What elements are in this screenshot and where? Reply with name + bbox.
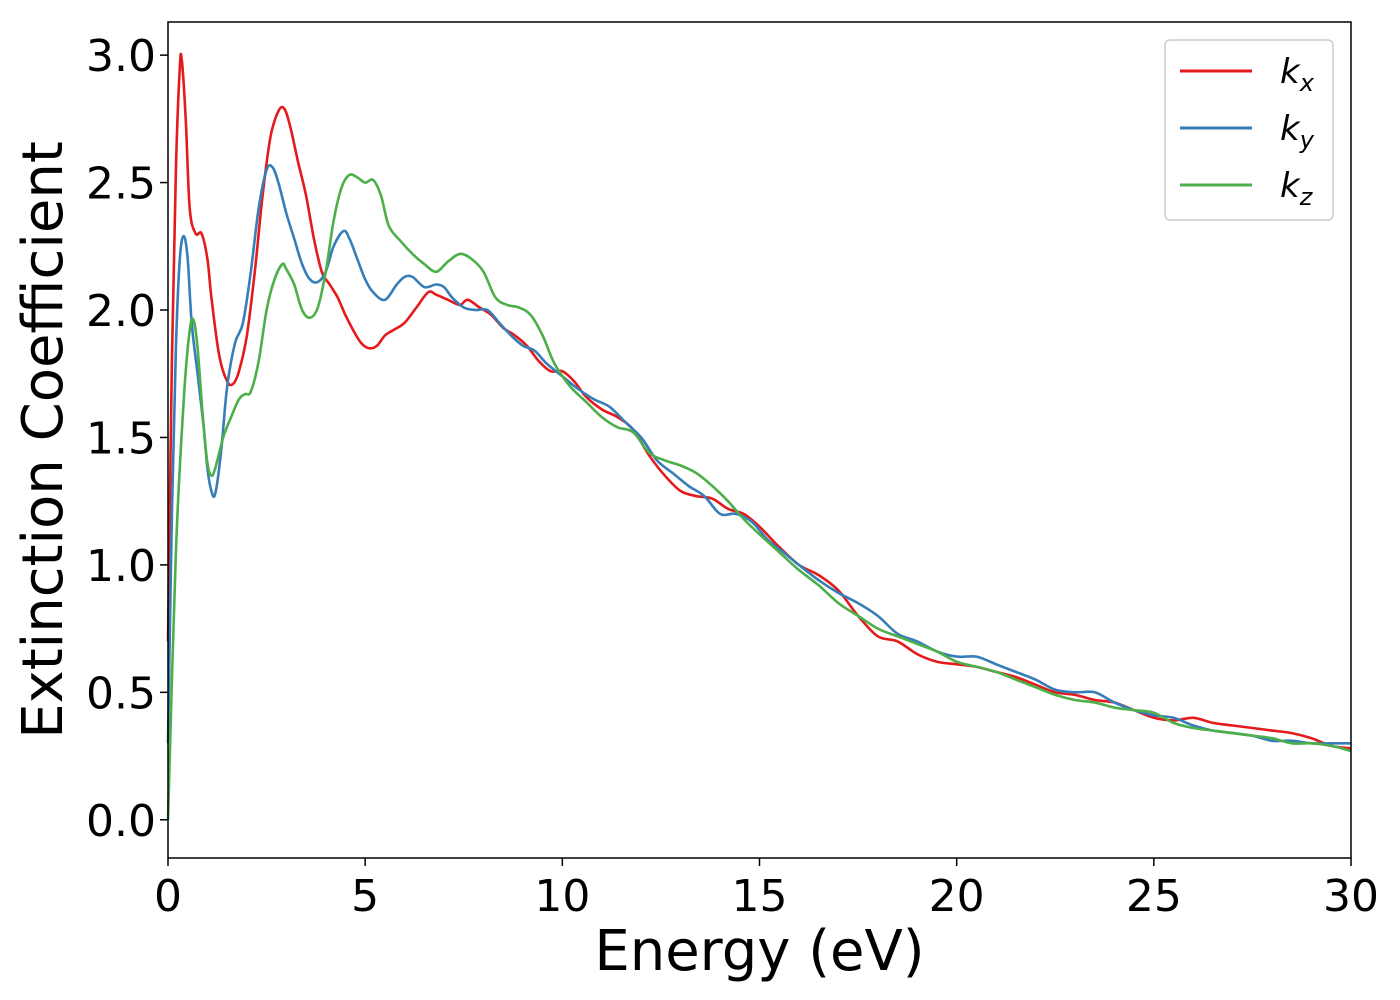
x-tick-label: 15 <box>732 871 788 922</box>
y-tick-label: 0.5 <box>86 668 156 719</box>
series-line-ky <box>166 163 1351 745</box>
y-tick-label: 1.0 <box>86 541 156 592</box>
x-tick-label: 25 <box>1126 871 1182 922</box>
x-axis-label: Energy (eV) <box>594 919 924 984</box>
y-axis: 0.0 0.5 1.0 1.5 2.0 2.5 3.0 <box>86 31 168 847</box>
x-axis: 0 5 10 15 20 25 30 <box>154 858 1379 922</box>
x-tick-label: 0 <box>154 871 182 922</box>
y-tick-label: 2.5 <box>86 159 156 210</box>
x-tick-label: 10 <box>534 871 590 922</box>
y-tick-label: 2.0 <box>86 286 156 337</box>
series-line-kx <box>166 52 1352 750</box>
x-tick-label: 30 <box>1323 871 1379 922</box>
y-tick-label: 1.5 <box>86 413 156 464</box>
y-tick-label: 3.0 <box>86 31 156 82</box>
x-tick-label: 5 <box>351 871 379 922</box>
legend-box <box>1164 39 1334 221</box>
x-tick-label: 20 <box>929 871 985 922</box>
series-line-kz <box>166 173 1352 820</box>
series-layer <box>166 52 1352 820</box>
y-axis-label: Extinction Coefficient <box>11 141 76 739</box>
y-tick-label: 0.0 <box>86 796 156 847</box>
